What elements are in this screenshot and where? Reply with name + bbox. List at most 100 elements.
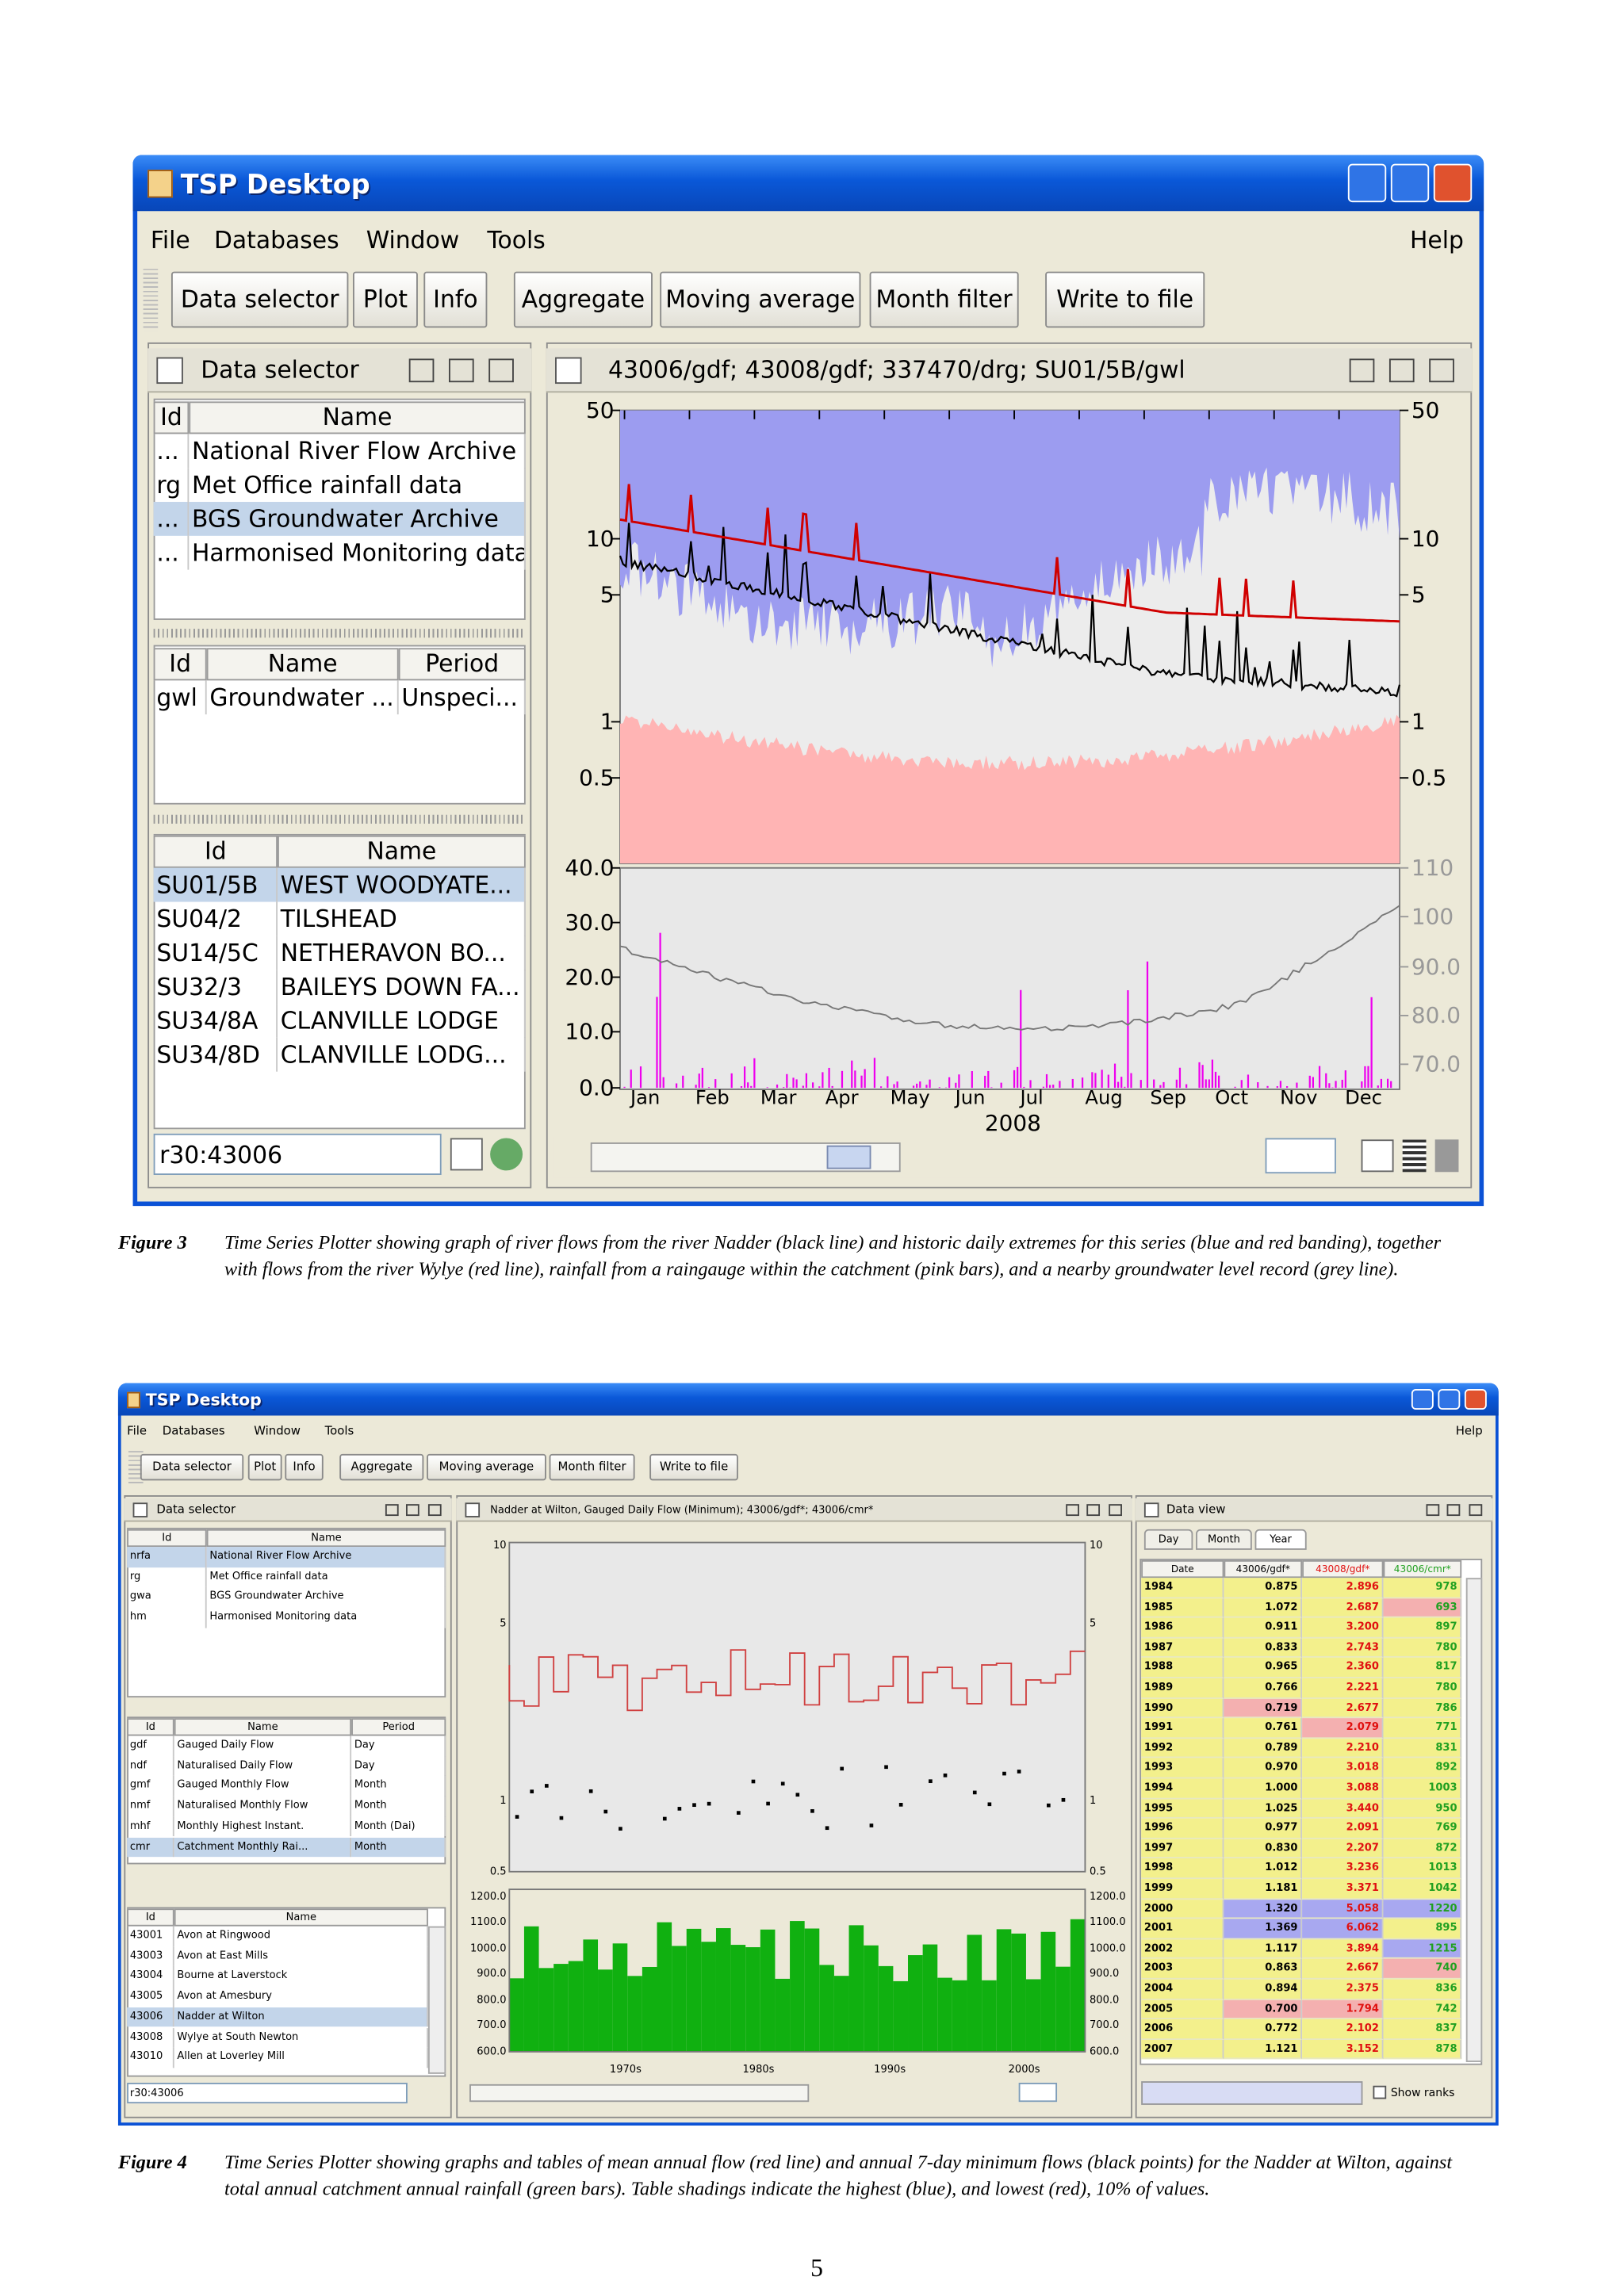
table-cell[interactable]: 43010 [127,2047,174,2068]
table-cell[interactable]: SU14/5C [154,936,278,970]
toolbar-button[interactable]: Month filter [869,271,1019,328]
table-cell[interactable]: ndf [127,1755,174,1777]
toolbar-button[interactable]: Plot [247,1453,282,1481]
table-cell[interactable]: gwl [154,680,207,715]
table-cell[interactable]: Day [351,1755,446,1777]
scroll-thumb[interactable] [826,1145,871,1169]
table-cell[interactable]: National River Flow Archive [189,434,526,469]
menu-item[interactable]: File [127,1424,147,1438]
text-input[interactable] [153,1133,442,1175]
table-cell[interactable]: Nadder at Wilton [174,2007,428,2028]
table-cell[interactable]: Met Office rainfall data [189,468,526,503]
menu-item[interactable]: Help [1410,226,1464,254]
table-cell[interactable]: Month [351,1837,446,1858]
table-cell[interactable]: Groundwater ... [207,680,399,715]
panel-control[interactable] [406,1503,420,1517]
panel-control[interactable] [1446,1503,1461,1517]
panel-control[interactable] [385,1503,399,1517]
menu-item[interactable]: Tools [487,226,546,254]
scrollbar[interactable] [427,1926,446,2074]
table-cell[interactable]: SU34/8D [154,1037,278,1072]
table-cell[interactable]: 43005 [127,1987,174,2007]
table-cell[interactable]: SU04/2 [154,901,278,936]
table-cell[interactable]: ... [154,434,190,469]
panel-control[interactable] [1429,358,1454,383]
table-cell[interactable]: nmf [127,1796,174,1817]
range-input[interactable] [1018,2082,1058,2103]
tab[interactable]: Year [1254,1529,1307,1550]
panel-control[interactable] [1086,1503,1101,1517]
table-cell[interactable]: BGS Groundwater Archive [189,502,526,536]
maximize-button[interactable] [1391,163,1430,202]
panel-control[interactable] [427,1503,441,1517]
table-cell[interactable]: Gauged Monthly Flow [174,1776,352,1797]
table-cell[interactable]: Monthly Highest Instant. [174,1816,352,1837]
toolbar-button[interactable]: Write to file [1045,271,1205,328]
search-button[interactable] [490,1138,523,1171]
panel-control[interactable] [1349,358,1374,383]
toolbar-button[interactable]: Data selector [170,271,349,328]
table-cell[interactable]: SU32/3 [154,970,278,1004]
table-cell[interactable]: Harmonised Monitoring data [207,1607,446,1628]
menu-item[interactable]: File [150,226,190,254]
table-cell[interactable]: BAILEYS DOWN FA... [278,970,526,1004]
menu-item[interactable]: Databases [162,1424,225,1438]
table-cell[interactable]: 43001 [127,1926,174,1947]
toolbar-button[interactable]: Month filter [549,1453,635,1481]
table-cell[interactable]: 43004 [127,1966,174,1988]
toolbar-button[interactable]: Moving average [660,271,861,328]
checkbox-label[interactable]: Show ranks [1390,2086,1455,2100]
table-cell[interactable]: Avon at Amesbury [174,1987,428,2007]
tab[interactable]: Day [1143,1529,1193,1550]
menu-item[interactable]: Help [1455,1424,1483,1438]
table-cell[interactable]: mhf [127,1816,174,1837]
toolbar-button[interactable]: Write to file [649,1453,738,1481]
panel-control[interactable] [1426,1503,1439,1517]
maximize-button[interactable] [1438,1388,1461,1410]
table-cell[interactable]: rg [154,468,190,503]
table-cell[interactable]: Avon at Ringwood [174,1926,428,1947]
table-cell[interactable]: Naturalised Daily Flow [174,1755,352,1777]
panel-control[interactable] [1065,1503,1079,1517]
range-input[interactable] [1265,1138,1336,1174]
table-cell[interactable]: TILSHEAD [278,901,526,936]
table-cell[interactable]: Day [351,1735,446,1756]
toolbar-button[interactable]: Info [423,271,488,328]
table-cell[interactable]: Avon at East Mills [174,1946,428,1967]
toolbar-button[interactable]: Aggregate [339,1453,424,1481]
table-cell[interactable]: WEST WOODYATE... [278,867,526,902]
toolbar-button[interactable]: Info [285,1453,324,1481]
menu-item[interactable]: Window [366,226,460,254]
toolbar-button[interactable]: Moving average [427,1453,546,1481]
table-cell[interactable]: Met Office rainfall data [207,1567,446,1588]
panel-control[interactable] [488,358,514,383]
table-cell[interactable]: CLANVILLE LODGE [278,1004,526,1038]
table-cell[interactable]: ... [154,535,190,570]
view-button[interactable] [1434,1139,1459,1173]
table-cell[interactable]: Month [351,1796,446,1817]
table-cell[interactable]: gwa [127,1587,207,1608]
table-cell[interactable]: Month [351,1776,446,1797]
table-cell[interactable]: cmr [127,1837,174,1858]
view-button[interactable] [1361,1139,1394,1173]
tab[interactable]: Month [1196,1529,1252,1550]
table-cell[interactable]: Wylye at South Newton [174,2027,428,2048]
table-cell[interactable]: National River Flow Archive [206,1547,446,1567]
table-cell[interactable]: SU34/8A [154,1004,278,1038]
text-input[interactable] [127,2082,408,2104]
toolbar-button[interactable]: Plot [352,271,418,328]
menu-item[interactable]: Window [254,1424,301,1438]
table-cell[interactable]: SU01/5B [153,867,278,902]
minimize-button[interactable] [1411,1388,1434,1410]
table-cell[interactable]: Naturalised Monthly Flow [174,1796,352,1817]
table-cell[interactable]: Gauged Daily Flow [174,1735,352,1756]
view-button[interactable] [1402,1139,1427,1173]
table-cell[interactable]: Month (Dai) [351,1816,446,1837]
table-cell[interactable]: Allen at Loverley Mill [174,2047,428,2068]
toolbar-button[interactable]: Aggregate [513,271,653,328]
panel-control[interactable] [1468,1503,1482,1517]
minimize-button[interactable] [1348,163,1387,202]
checkbox[interactable] [1373,2085,1387,2099]
table-cell[interactable]: rg [127,1567,207,1588]
table-cell[interactable]: 43008 [127,2027,174,2048]
